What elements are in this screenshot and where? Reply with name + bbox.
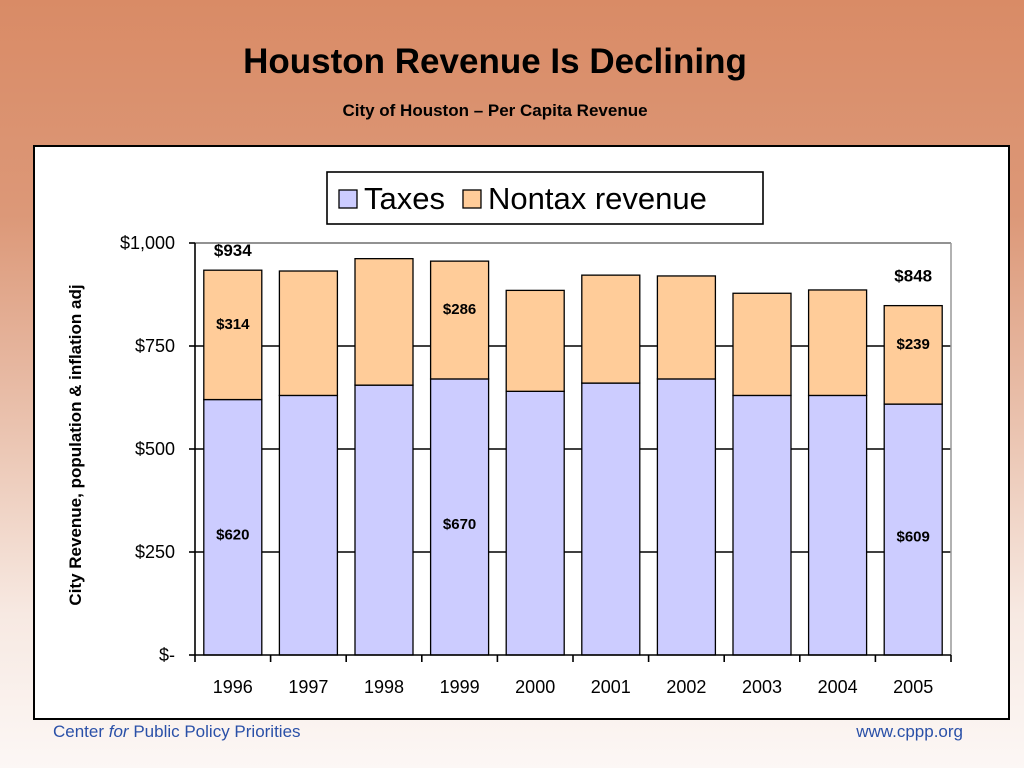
footer-org-italic: for: [108, 722, 129, 741]
x-tick-label: 1999: [440, 677, 480, 697]
data-label: $314: [216, 316, 250, 333]
bar-taxes: [883, 403, 943, 656]
y-tick-label: $-: [159, 645, 175, 665]
bar-nontax-revenue: [732, 292, 792, 397]
bar-taxes: [278, 394, 339, 656]
bar-nontax-revenue: [429, 260, 490, 380]
data-label: $239: [897, 336, 930, 353]
bar-nontax-revenue: [203, 269, 263, 401]
bar-taxes: [354, 384, 414, 656]
bar-taxes: [505, 390, 565, 656]
legend-swatch: [338, 189, 358, 209]
data-label: $609: [897, 529, 930, 546]
x-tick-label: 2003: [742, 677, 782, 697]
y-axis-title: City Revenue, population & inflation adj: [66, 284, 85, 605]
data-label: $848: [894, 267, 932, 286]
x-tick-label: 2000: [515, 677, 555, 697]
footer-organization: Center for Public Policy Priorities: [53, 722, 301, 742]
data-label: $670: [443, 516, 476, 533]
bar-taxes: [203, 398, 263, 656]
x-tick-label: 1998: [364, 677, 404, 697]
revenue-chart: $- $250 $500 $750 $1,000 1996 1997 1998 1999 2000…: [66, 171, 952, 697]
x-tick-label: 1997: [288, 677, 328, 697]
bar-nontax-revenue: [807, 289, 868, 397]
data-label: $934: [214, 241, 252, 260]
bar-taxes: [807, 394, 868, 656]
data-label: $286: [443, 301, 476, 318]
bar-taxes: [581, 382, 641, 656]
bar-taxes: [656, 378, 717, 656]
bar-nontax-revenue: [278, 270, 339, 397]
bar-nontax-revenue: [883, 304, 943, 405]
x-tick-label: 2001: [591, 677, 631, 697]
y-tick-label: $500: [135, 439, 175, 459]
bar-nontax-revenue: [354, 258, 414, 386]
bar-taxes: [429, 378, 490, 656]
bar-nontax-revenue: [581, 274, 641, 384]
x-tick-label: 2005: [893, 677, 933, 697]
footer-org-post: Public Policy Priorities: [128, 722, 301, 741]
footer-website[interactable]: www.cppp.org: [856, 722, 963, 741]
chart-frame: $- $250 $500 $750 $1,000 1996 1997 1998 1999 2000…: [33, 145, 1010, 720]
x-tick-label: 2002: [666, 677, 706, 697]
legend-label: Nontax revenue: [488, 181, 707, 216]
legend-box: [326, 171, 764, 225]
bar-nontax-revenue: [656, 275, 717, 380]
legend-swatch: [462, 189, 482, 209]
y-tick-label: $750: [135, 336, 175, 356]
y-tick-label: $1,000: [120, 233, 175, 253]
legend-label: Taxes: [364, 181, 445, 216]
y-tick-label: $250: [135, 542, 175, 562]
slide-title: Houston Revenue Is Declining: [243, 42, 747, 81]
bar-taxes: [732, 394, 792, 656]
footer-org-pre: Center: [53, 722, 109, 741]
x-tick-label: 2004: [818, 677, 858, 697]
bar-nontax-revenue: [505, 289, 565, 392]
data-label: $620: [216, 526, 249, 543]
x-tick-label: 1996: [213, 677, 253, 697]
slide-subtitle: City of Houston – Per Capita Revenue: [342, 101, 648, 120]
